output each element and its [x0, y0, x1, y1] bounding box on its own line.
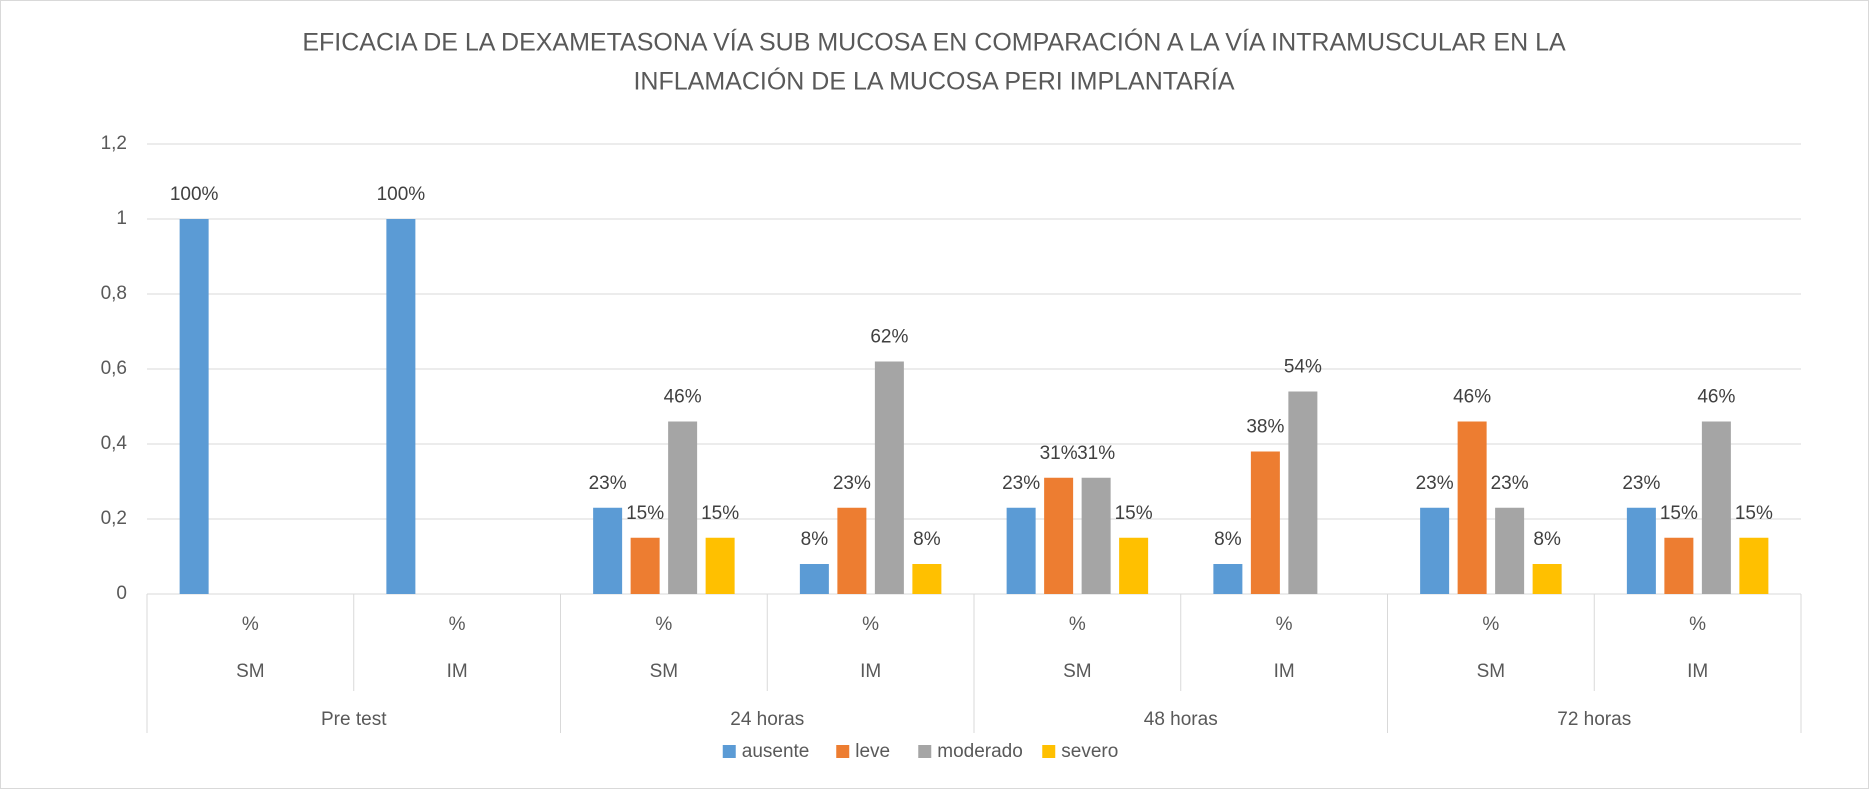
x-tick-label: % — [1276, 614, 1293, 635]
data-label: 46% — [1453, 387, 1491, 408]
bar — [874, 361, 904, 594]
x-subcategory-label: IM — [1274, 661, 1295, 682]
bar — [1044, 477, 1074, 594]
bar — [1626, 507, 1656, 594]
bar — [1532, 564, 1562, 594]
data-label: 54% — [1284, 357, 1322, 378]
bar — [1664, 537, 1694, 594]
bar — [705, 537, 735, 594]
bar — [1420, 507, 1450, 594]
y-tick-label: 1,2 — [101, 133, 127, 154]
x-group-label: 72 horas — [1557, 709, 1631, 730]
bar — [1081, 477, 1111, 594]
bar — [593, 507, 623, 594]
data-label: 23% — [589, 473, 627, 494]
chart-subtitle: INFLAMACIÓN DE LA MUCOSA PERI IMPLANTARÍ… — [633, 67, 1234, 96]
bar — [1288, 391, 1318, 594]
x-tick-label: % — [1482, 614, 1499, 635]
bar — [386, 219, 416, 594]
legend-label: leve — [855, 741, 890, 762]
bar — [668, 421, 698, 594]
x-subcategory-label: SM — [650, 661, 679, 682]
x-subcategory-label: IM — [860, 661, 881, 682]
bar — [837, 507, 867, 594]
bar — [630, 537, 660, 594]
data-label: 23% — [1002, 473, 1040, 494]
x-subcategory-label: SM — [236, 661, 265, 682]
x-tick-label: % — [1689, 614, 1706, 635]
data-label: 46% — [1697, 387, 1735, 408]
x-tick-label: % — [655, 614, 672, 635]
bar — [179, 219, 209, 594]
bar — [912, 564, 942, 594]
bar — [1701, 421, 1731, 594]
data-label: 31% — [1040, 443, 1078, 464]
x-tick-label: % — [862, 614, 879, 635]
data-label: 62% — [870, 327, 908, 348]
y-tick-label: 1 — [116, 208, 127, 229]
data-label: 23% — [833, 473, 871, 494]
legend-swatch — [1042, 745, 1056, 758]
x-group-label: 24 horas — [730, 709, 804, 730]
y-tick-label: 0,8 — [101, 283, 127, 304]
data-label: 100% — [377, 184, 426, 205]
x-tick-label: % — [242, 614, 259, 635]
legend-swatch — [836, 745, 850, 758]
data-label: 15% — [701, 503, 739, 524]
data-label: 8% — [1533, 529, 1561, 550]
data-label: 8% — [913, 529, 941, 550]
bar — [1495, 507, 1525, 594]
data-label: 23% — [1416, 473, 1454, 494]
data-label: 15% — [1660, 503, 1698, 524]
legend-label: moderado — [937, 741, 1023, 762]
y-tick-label: 0,2 — [101, 508, 127, 529]
bar — [1250, 451, 1280, 594]
data-label: 15% — [626, 503, 664, 524]
bar — [1119, 537, 1149, 594]
bar — [1213, 564, 1243, 594]
legend-swatch — [722, 745, 736, 758]
chart-title: EFICACIA DE LA DEXAMETASONA VÍA SUB MUCO… — [302, 28, 1566, 57]
x-group-label: Pre test — [321, 709, 387, 730]
x-tick-label: % — [449, 614, 466, 635]
data-label: 15% — [1735, 503, 1773, 524]
data-label: 31% — [1077, 443, 1115, 464]
y-tick-label: 0,6 — [101, 358, 127, 379]
data-label: 38% — [1246, 417, 1284, 438]
data-label: 8% — [1214, 529, 1242, 550]
y-tick-label: 0 — [116, 583, 127, 604]
bar — [1006, 507, 1036, 594]
data-label: 8% — [801, 529, 829, 550]
x-subcategory-label: IM — [447, 661, 468, 682]
bar — [1457, 421, 1487, 594]
x-subcategory-label: SM — [1477, 661, 1506, 682]
data-label: 15% — [1115, 503, 1153, 524]
x-subcategory-label: IM — [1687, 661, 1708, 682]
data-label: 23% — [1491, 473, 1529, 494]
bar — [1739, 537, 1769, 594]
x-tick-label: % — [1069, 614, 1086, 635]
y-tick-label: 0,4 — [101, 433, 128, 454]
legend-label: severo — [1061, 741, 1118, 762]
legend-swatch — [918, 745, 932, 758]
data-label: 100% — [170, 184, 219, 205]
data-label: 46% — [664, 387, 702, 408]
legend-label: ausente — [742, 741, 810, 762]
data-label: 23% — [1622, 473, 1660, 494]
x-group-label: 48 horas — [1144, 709, 1218, 730]
x-subcategory-label: SM — [1063, 661, 1092, 682]
bar — [799, 564, 829, 594]
